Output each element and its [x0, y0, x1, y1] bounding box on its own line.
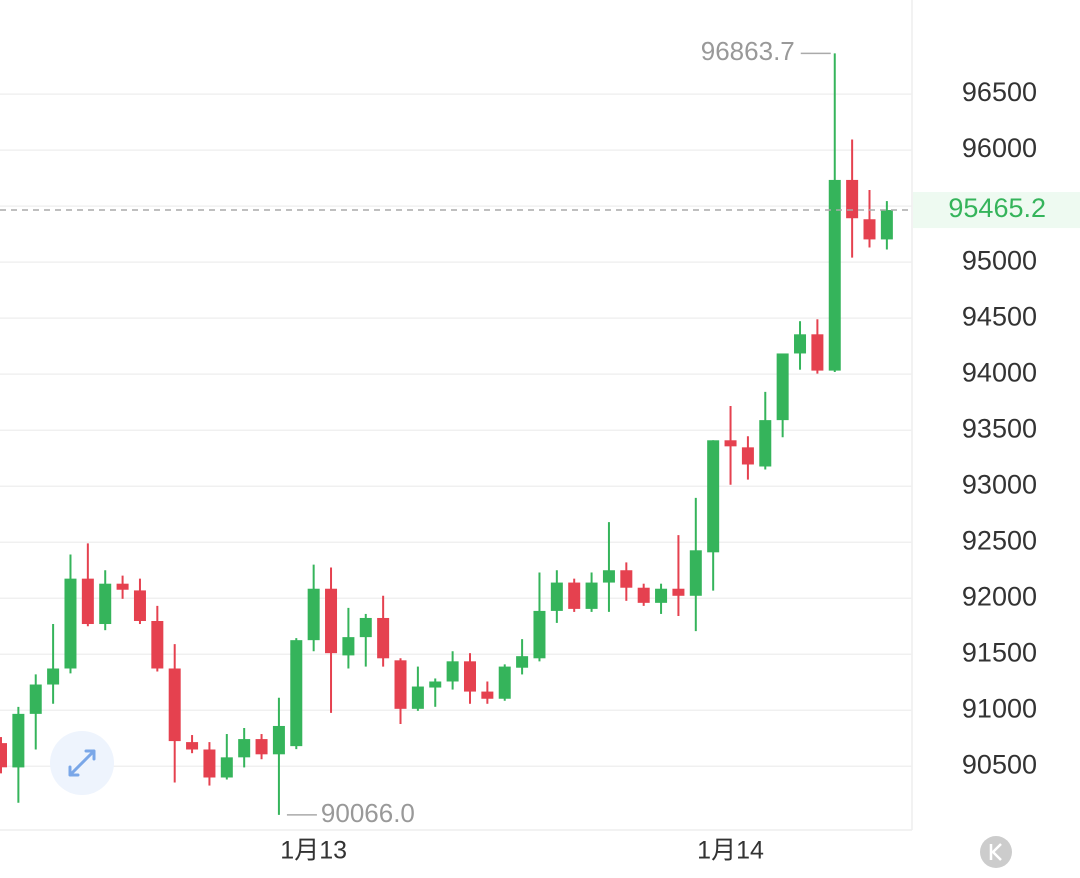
y-tick-label: 93000 — [962, 469, 1037, 499]
candle-body — [168, 668, 181, 742]
candle-body — [516, 656, 529, 668]
candle-body — [359, 617, 372, 638]
candle-body — [585, 582, 598, 609]
y-tick-label: 90500 — [962, 749, 1037, 779]
candle-body — [880, 210, 893, 240]
expand-icon[interactable] — [68, 749, 96, 777]
min-label: 90066.0 — [321, 798, 415, 828]
candle-body — [342, 637, 355, 656]
candle-body — [81, 578, 94, 625]
k-button[interactable] — [980, 836, 1012, 868]
y-tick-label: 94000 — [962, 357, 1037, 387]
candle-body — [655, 588, 668, 603]
candle-body — [307, 588, 320, 641]
candle-body — [794, 334, 807, 354]
candle-body — [64, 578, 77, 669]
candle-body — [724, 440, 737, 447]
candle-body — [672, 588, 685, 596]
candle-body — [846, 179, 859, 219]
candle-body — [47, 668, 60, 685]
candle-body — [498, 666, 511, 699]
candle-body — [0, 743, 7, 768]
candle-body — [637, 587, 650, 603]
last-price-bg — [913, 192, 1080, 229]
y-tick-label: 92000 — [962, 581, 1037, 611]
candle-body — [828, 179, 841, 371]
candle-body — [863, 219, 876, 240]
y-tick-label: 96500 — [962, 77, 1037, 107]
k-icon[interactable] — [989, 843, 1002, 861]
candle-body — [394, 660, 407, 709]
candle-body — [568, 582, 581, 609]
candle-body — [238, 739, 251, 758]
y-tick-label: 96000 — [962, 133, 1037, 163]
candle-body — [272, 725, 285, 755]
candle-body — [186, 742, 199, 750]
last-price-label: 95465.2 — [948, 193, 1046, 223]
candle-body — [463, 661, 476, 692]
candle-body — [481, 691, 494, 699]
x-tick-label: 1月13 — [280, 837, 347, 865]
candle-body — [741, 447, 754, 465]
candle-body — [429, 681, 442, 688]
k-button-bg[interactable] — [980, 836, 1012, 868]
y-tick-label: 92500 — [962, 525, 1037, 555]
candle-body — [811, 334, 824, 371]
y-tick-label: 94500 — [962, 301, 1037, 331]
candle-body — [411, 686, 424, 709]
candle-body — [759, 420, 772, 467]
y-tick-label: 91000 — [962, 693, 1037, 723]
candle-body — [151, 620, 164, 669]
expand-button[interactable] — [50, 731, 114, 795]
candle-body — [620, 570, 633, 588]
candle-body — [776, 353, 789, 421]
candle-body — [133, 590, 146, 621]
y-tick-label: 91500 — [962, 637, 1037, 667]
candle-body — [446, 661, 459, 682]
candle-body — [12, 713, 25, 768]
y-tick-label: 93500 — [962, 413, 1037, 443]
candle-body — [707, 440, 720, 553]
candle-body — [290, 640, 303, 747]
candle-body — [220, 757, 233, 778]
candle-body — [325, 588, 338, 654]
y-tick-label: 95000 — [962, 245, 1037, 275]
candle-body — [533, 610, 546, 659]
candle-body — [203, 749, 216, 778]
candle-body — [602, 570, 615, 583]
candle-body — [550, 582, 563, 611]
candle-body — [689, 550, 702, 596]
candle-body — [377, 617, 390, 659]
candle-body — [116, 583, 129, 590]
x-tick-label: 1月14 — [697, 837, 764, 865]
candle-body — [29, 684, 42, 714]
candle-body — [99, 583, 112, 625]
max-label: 96863.7 — [701, 36, 795, 66]
candle-body — [255, 739, 268, 755]
